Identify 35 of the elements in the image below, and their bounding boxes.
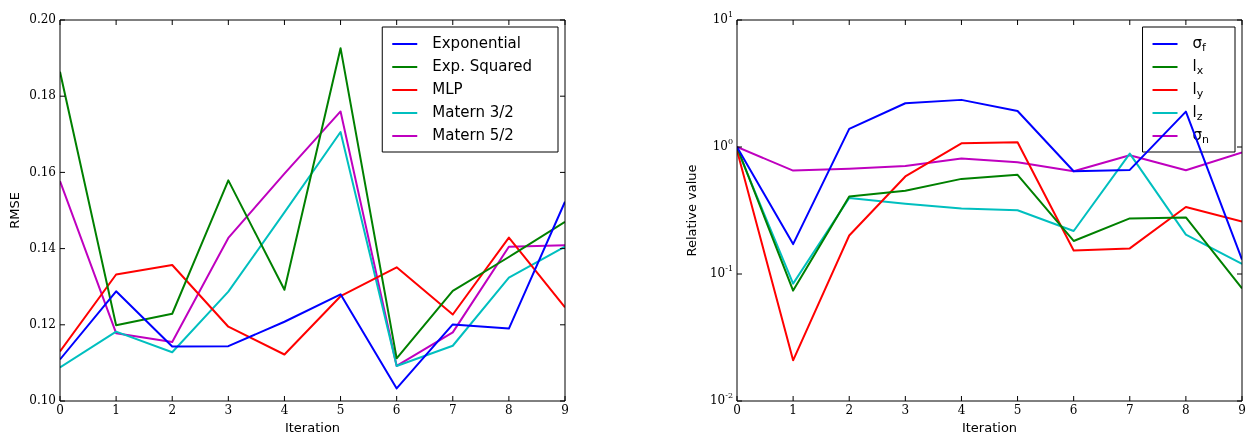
- x-tick-label: 2: [168, 403, 177, 418]
- x-axis-title: Iteration: [961, 420, 1018, 436]
- x-tick-label: 0: [56, 403, 64, 418]
- x-tick-label: 4: [280, 403, 289, 418]
- legend-label: Exponential: [432, 33, 521, 52]
- x-tick-label: 0: [733, 403, 741, 418]
- x-axis-title: Iteration: [284, 420, 341, 436]
- legend-label: Exp. Squared: [432, 56, 533, 75]
- legend-label: MLP: [432, 79, 463, 98]
- x-tick-label: 9: [1238, 403, 1246, 418]
- y-axis-title: RMSE: [7, 192, 23, 229]
- y-tick-label: 0.16: [29, 164, 56, 179]
- x-tick-label: 7: [448, 403, 457, 418]
- x-tick-label: 6: [392, 403, 401, 418]
- legend-label: Matern 5/2: [432, 125, 514, 144]
- x-tick-label: 5: [336, 403, 345, 418]
- x-tick-label: 3: [224, 403, 233, 418]
- x-tick-label: 8: [1182, 403, 1190, 418]
- x-tick-label: 6: [1069, 403, 1078, 418]
- x-tick-label: 3: [901, 403, 910, 418]
- y-axis-title: Relative value: [684, 164, 700, 257]
- y-tick-label: 0.20: [29, 12, 56, 27]
- y-tick-label: 0.10: [29, 393, 56, 408]
- x-tick-label: 4: [957, 403, 966, 418]
- x-tick-label: 9: [561, 403, 569, 418]
- x-tick-label: 8: [505, 403, 513, 418]
- x-tick-label: 2: [845, 403, 854, 418]
- legend-label: Matern 3/2: [432, 102, 514, 121]
- y-tick-label: 0.18: [29, 88, 56, 103]
- x-tick-label: 1: [789, 403, 797, 418]
- y-tick-label: 0.14: [29, 240, 57, 255]
- x-tick-label: 1: [112, 403, 120, 418]
- x-tick-label: 5: [1013, 403, 1022, 418]
- x-tick-label: 7: [1125, 403, 1134, 418]
- y-tick-label: 0.12: [29, 316, 56, 331]
